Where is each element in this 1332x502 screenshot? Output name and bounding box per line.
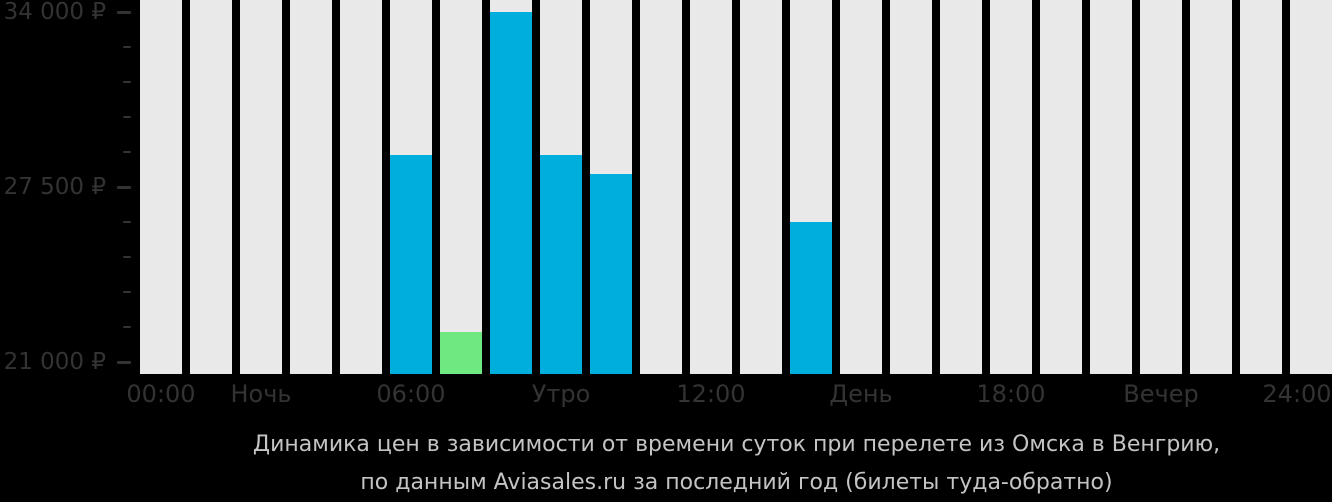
y-axis-minor-tick xyxy=(123,291,131,293)
x-axis-label-Ночь: Ночь xyxy=(230,380,292,408)
x-axis-label-Утро: Утро xyxy=(531,380,591,408)
caption-line-1: Динамика цен в зависимости от времени су… xyxy=(252,432,1221,457)
y-axis-label-21000: 21 000 ₽ xyxy=(3,349,106,375)
y-axis-minor-tick xyxy=(123,326,131,328)
bar-hour-0 xyxy=(140,0,182,374)
bar-hour-8 xyxy=(540,0,582,374)
x-axis-label-1800: 18:00 xyxy=(976,380,1046,408)
caption-line-2: по данным Aviasales.ru за последний год … xyxy=(360,470,1113,495)
bar-hour-22 xyxy=(1240,0,1282,374)
y-axis-label-27500: 27 500 ₽ xyxy=(3,174,106,200)
bar-hour-11 xyxy=(690,0,732,374)
x-axis-label-0600: 06:00 xyxy=(376,380,446,408)
y-axis-minor-tick xyxy=(123,81,131,83)
bar-hour-5 xyxy=(390,0,432,374)
bar-hour-12 xyxy=(740,0,782,374)
y-axis-minor-tick xyxy=(123,151,131,153)
bar-hour-15 xyxy=(890,0,932,374)
y-axis-minor-tick xyxy=(123,256,131,258)
y-axis-minor-tick xyxy=(123,116,131,118)
bar-hour-19 xyxy=(1090,0,1132,374)
x-axis-label-День: День xyxy=(829,380,893,408)
y-axis-label-34000: 34 000 ₽ xyxy=(3,0,106,25)
x-axis-label-0000: 00:00 xyxy=(126,380,196,408)
min-price-bar-fill xyxy=(440,332,482,374)
bar-hour-10 xyxy=(640,0,682,374)
price-bar-fill xyxy=(540,155,582,374)
y-axis-major-tick xyxy=(117,361,131,364)
bar-hour-21 xyxy=(1190,0,1232,374)
bar-hour-3 xyxy=(290,0,332,374)
bar-hour-17 xyxy=(990,0,1032,374)
x-axis-label-2400: 24:00 xyxy=(1262,380,1332,408)
y-axis-minor-tick xyxy=(123,46,131,48)
bar-hour-18 xyxy=(1040,0,1082,374)
y-axis-major-tick xyxy=(117,11,131,14)
bar-hour-6 xyxy=(440,0,482,374)
bar-hour-20 xyxy=(1140,0,1182,374)
bar-hour-2 xyxy=(240,0,282,374)
bar-hour-1 xyxy=(190,0,232,374)
chart-caption: Динамика цен в зависимости от времени су… xyxy=(141,426,1332,502)
bar-hour-9 xyxy=(590,0,632,374)
y-axis-major-tick xyxy=(117,186,131,189)
price-bar-fill xyxy=(390,155,432,374)
bar-hour-23 xyxy=(1290,0,1332,374)
x-axis-label-Вечер: Вечер xyxy=(1123,380,1199,408)
bar-hour-7 xyxy=(490,0,532,374)
bar-hour-14 xyxy=(840,0,882,374)
bar-hour-13 xyxy=(790,0,832,374)
bar-hour-16 xyxy=(940,0,982,374)
bar-hour-4 xyxy=(340,0,382,374)
y-axis-minor-tick xyxy=(123,221,131,223)
price-bar-fill xyxy=(490,12,532,374)
price-bar-fill xyxy=(790,222,832,374)
x-axis-label-1200: 12:00 xyxy=(676,380,746,408)
price-bar-fill xyxy=(590,174,632,374)
